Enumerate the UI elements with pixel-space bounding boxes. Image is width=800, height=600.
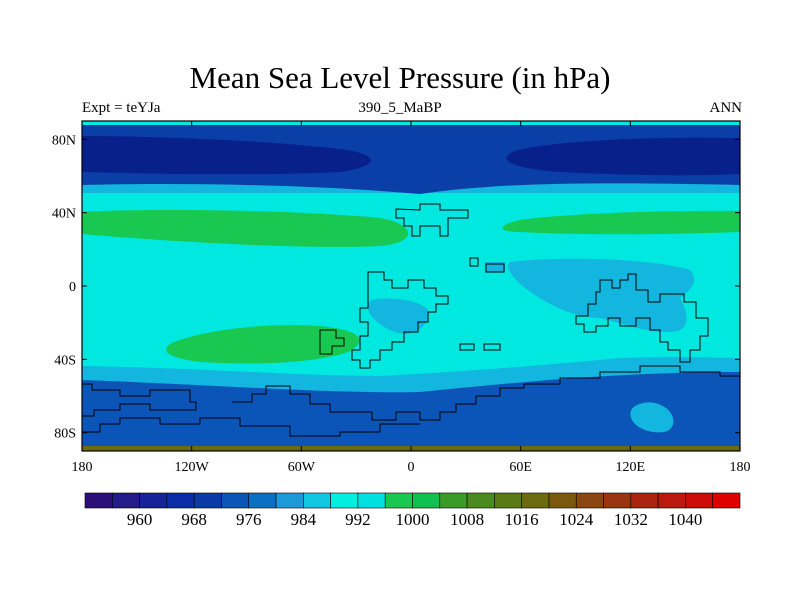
field-992-antarctic: [630, 402, 674, 433]
coast-antarctica-west: [82, 383, 197, 417]
colorbar-swatch: [166, 492, 195, 509]
lat-label: 0: [69, 280, 76, 295]
colorbar-label: 1040: [668, 510, 702, 529]
field-1008-south: [166, 324, 360, 364]
chart-title: Mean Sea Level Pressure (in hPa): [189, 60, 611, 95]
colorbar-swatch: [575, 492, 604, 509]
lon-label: 0: [408, 460, 415, 475]
lat-axis: 80N 40N 0 40S 80S: [52, 133, 740, 442]
colorbar-label: 968: [181, 510, 207, 529]
lat-label: 40N: [52, 207, 76, 222]
lat-label: 80N: [52, 133, 76, 148]
colorbar-label: 960: [127, 510, 153, 529]
colorbar-swatch: [466, 492, 495, 509]
lon-label: 60W: [288, 460, 316, 475]
coast-island-2: [459, 343, 475, 351]
colorbar-labels: 960 968 976 984 992 1000 1008 1016 1024 1032 1040: [127, 510, 703, 529]
coast-south-america: [319, 329, 345, 355]
field-992-africa: [367, 298, 429, 334]
colorbar-swatch: [548, 492, 577, 509]
colorbar-swatch: [357, 492, 386, 509]
colorbar-swatch: [330, 492, 359, 509]
lon-label: 180: [72, 460, 93, 475]
colorbar-label: 1024: [559, 510, 594, 529]
colorbar-label: 976: [236, 510, 262, 529]
colorbar-swatch: [384, 492, 413, 509]
colorbar-label: 1016: [505, 510, 539, 529]
lon-label: 180: [730, 460, 751, 475]
colorbar-swatch: [412, 492, 441, 509]
colorbar-swatch: [221, 492, 250, 509]
colorbar-label: 984: [291, 510, 317, 529]
colorbar-label: 992: [345, 510, 371, 529]
coast-island-3: [483, 343, 501, 351]
colorbar-swatch: [193, 492, 222, 509]
field-968-north-west: [82, 136, 371, 175]
coast-asia-australia: [575, 273, 709, 363]
colorbar-swatch: [712, 492, 741, 509]
season-label: ANN: [709, 100, 743, 116]
field-1008-north-east: [502, 210, 740, 235]
colorbar-swatch: [111, 492, 140, 509]
coast-island-1: [469, 257, 479, 267]
colorbar-swatch: [685, 492, 714, 509]
coast-antarctica-east: [232, 365, 740, 421]
colorbar-swatch: [657, 492, 686, 509]
lat-label: 80S: [54, 427, 76, 442]
field-992-indian: [508, 258, 695, 332]
coast-arabia: [485, 263, 505, 273]
coast-antarctica-inner: [82, 417, 420, 437]
field-968-north-east: [506, 137, 740, 176]
field-1008-north-west: [82, 210, 409, 247]
colorbar-label: 1008: [450, 510, 484, 529]
period-label: 390_5_MaBP: [358, 100, 442, 116]
lat-label: 40S: [54, 353, 76, 368]
colorbar-swatch: [248, 492, 277, 509]
coast-europe: [395, 203, 469, 237]
lon-label: 60E: [509, 460, 532, 475]
colorbar-label: 1032: [614, 510, 648, 529]
experiment-label: Expt = teYJa: [82, 100, 161, 116]
lon-axis: 180 120W 60W 0 60E 120E 180: [72, 121, 751, 475]
colorbar-swatch: [439, 492, 468, 509]
colorbar-label: 1000: [396, 510, 430, 529]
pressure-field: [82, 121, 740, 451]
colorbar-swatch: [139, 492, 168, 509]
colorbar-swatch: [303, 492, 331, 509]
coast-africa: [351, 271, 449, 369]
colorbar: [84, 492, 741, 509]
colorbar-swatch: [603, 492, 632, 509]
colorbar-swatch: [494, 492, 522, 509]
colorbar-swatch: [84, 492, 113, 509]
coastlines: [82, 203, 740, 437]
colorbar-swatch: [275, 492, 304, 509]
lon-label: 120W: [175, 460, 210, 475]
colorbar-swatch: [521, 492, 550, 509]
colorbar-swatch: [630, 492, 659, 509]
lon-label: 120E: [616, 460, 646, 475]
